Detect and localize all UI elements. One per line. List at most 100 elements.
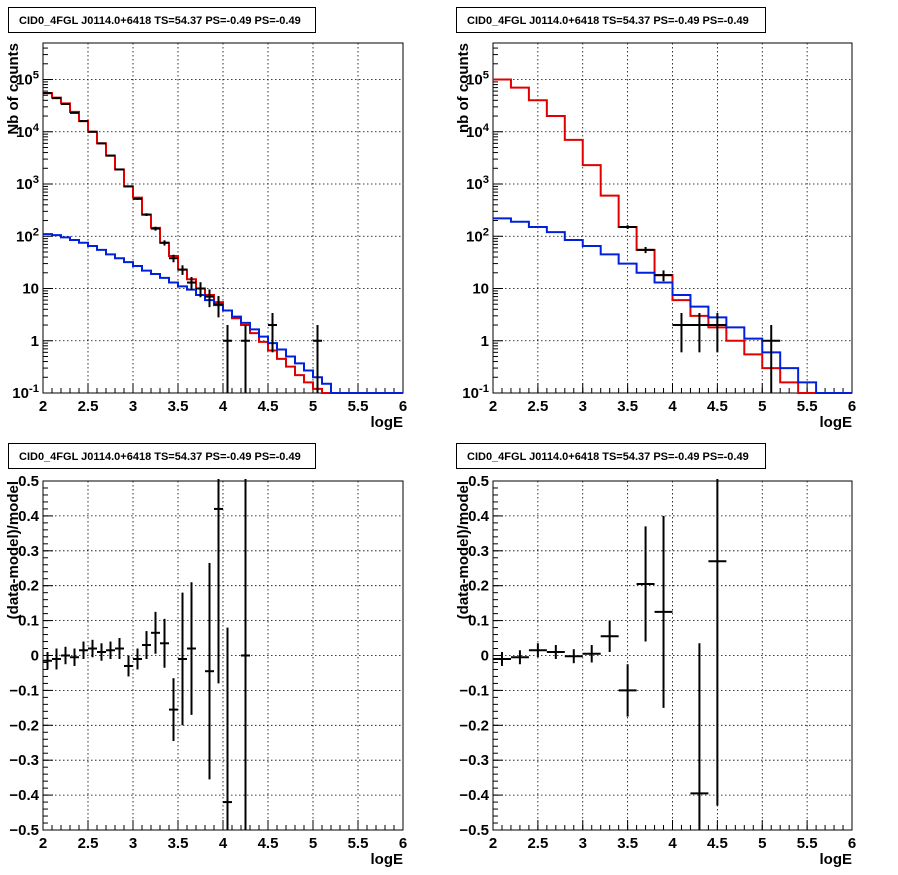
- data-point: [223, 627, 232, 830]
- tick-label: 4.5: [258, 835, 279, 852]
- tick-label: 5: [309, 398, 317, 415]
- data-point: [205, 563, 214, 780]
- tick-label: −0.1: [9, 682, 39, 699]
- tick-label: 10-1: [462, 383, 489, 402]
- tick-label: 3.5: [617, 835, 638, 852]
- tick-label: 0.4: [18, 508, 40, 525]
- y-axis-title: Nb of counts: [5, 43, 22, 135]
- tick-label: 104: [466, 122, 490, 141]
- data-point: [160, 618, 169, 668]
- tick-label: −0.3: [9, 752, 39, 769]
- data-point: [672, 312, 691, 353]
- tick-label: −0.5: [9, 822, 39, 839]
- tick-label: 0.5: [468, 473, 489, 490]
- tick-label: 0.3: [468, 543, 489, 560]
- tick-label: 10: [22, 281, 39, 298]
- tick-label: 5: [758, 835, 766, 852]
- tick-label: 0.2: [18, 578, 39, 595]
- tick-label: 4: [668, 835, 677, 852]
- panel-title-1: CID0_4FGL J0114.0+6418 TS=54.37 PS=-0.49…: [8, 7, 316, 33]
- data-point: [654, 270, 673, 282]
- data-point: [690, 643, 709, 830]
- tick-label: 10: [472, 281, 489, 298]
- tick-label: 5.5: [797, 398, 818, 415]
- tick-label: 0.1: [18, 613, 39, 630]
- data-point: [528, 643, 547, 658]
- x-axis-title: logE: [820, 414, 853, 431]
- data-point: [151, 226, 160, 231]
- tick-label: 0.3: [18, 543, 39, 560]
- panel-title-2: CID0_4FGL J0114.0+6418 TS=54.37 PS=-0.49…: [456, 7, 766, 33]
- data-point: [133, 197, 142, 200]
- data-point: [133, 648, 142, 670]
- tick-label: 4.5: [258, 398, 279, 415]
- tick-label: 5: [758, 398, 766, 415]
- data-point: [268, 312, 277, 353]
- total_model-histogram-line: [43, 92, 403, 394]
- tick-label: 4: [219, 398, 228, 415]
- tick-label: −0.3: [459, 752, 489, 769]
- data-point: [582, 645, 601, 663]
- data-point: [124, 185, 133, 188]
- data-point: [97, 643, 106, 661]
- tick-label: 6: [848, 398, 856, 415]
- chart-panel-3: 2 2.5 3 3.5 4 4.5 5 5.5 6 −0.5 −0.4 −0.3 −0.2 −0.1 0 0.…: [5, 473, 407, 868]
- data-point: [762, 325, 781, 393]
- data-point: [564, 649, 583, 664]
- data-point: [124, 655, 133, 677]
- tick-label: 2.5: [527, 835, 548, 852]
- tick-label: 2: [489, 835, 497, 852]
- tick-label: 5: [309, 835, 317, 852]
- x-axis-title: logE: [371, 414, 404, 431]
- data-point: [70, 648, 79, 666]
- tick-label: 4: [668, 398, 677, 415]
- tick-label: 6: [399, 835, 407, 852]
- data-point: [618, 225, 637, 229]
- data-point: [178, 592, 187, 726]
- tick-label: 5.5: [797, 835, 818, 852]
- data-point: [160, 240, 169, 246]
- data-point: [106, 641, 115, 659]
- data-point: [79, 641, 88, 659]
- data-point: [510, 650, 529, 665]
- tick-label: 3: [579, 835, 587, 852]
- data-point: [115, 638, 124, 659]
- data-point: [151, 611, 160, 654]
- x-axis-title: logE: [820, 851, 853, 868]
- data-point: [600, 620, 619, 653]
- chart-panel-4: 2 2.5 3 3.5 4 4.5 5 5.5 6 −0.5 −0.4 −0.3 −0.2 −0.1 0 0.…: [455, 473, 856, 868]
- tick-label: 1: [481, 333, 489, 350]
- y-axis-title: (data-model)/model: [455, 481, 472, 619]
- tick-label: 3: [129, 835, 137, 852]
- tick-label: 2.5: [527, 398, 548, 415]
- data-point: [196, 282, 205, 298]
- tick-label: 104: [16, 122, 40, 141]
- background_model-histogram-line: [493, 217, 852, 394]
- tick-label: 2: [39, 835, 47, 852]
- tick-label: 102: [16, 226, 39, 245]
- data-point: [115, 168, 124, 171]
- tick-label: 6: [399, 398, 407, 415]
- data-point: [214, 479, 223, 684]
- data-point: [493, 652, 511, 666]
- data-point: [178, 265, 187, 275]
- tick-label: 3.5: [168, 398, 189, 415]
- tick-label: 3: [579, 398, 587, 415]
- tick-label: 4.5: [707, 398, 728, 415]
- tick-label: 105: [16, 70, 39, 89]
- data-point: [97, 142, 106, 145]
- data-point: [313, 325, 322, 393]
- background_model-histogram-line: [43, 233, 403, 394]
- data-point: [618, 664, 637, 717]
- y-axis-title: nb of counts: [455, 43, 472, 133]
- data-point: [169, 678, 178, 742]
- tick-label: 2.5: [78, 835, 99, 852]
- data-point: [708, 479, 727, 806]
- panel-title-4: CID0_4FGL J0114.0+6418 TS=54.37 PS=-0.49…: [456, 443, 766, 469]
- data-point: [636, 246, 655, 254]
- tick-label: 3.5: [168, 835, 189, 852]
- tick-label: 0: [31, 648, 39, 665]
- data-point: [52, 648, 61, 670]
